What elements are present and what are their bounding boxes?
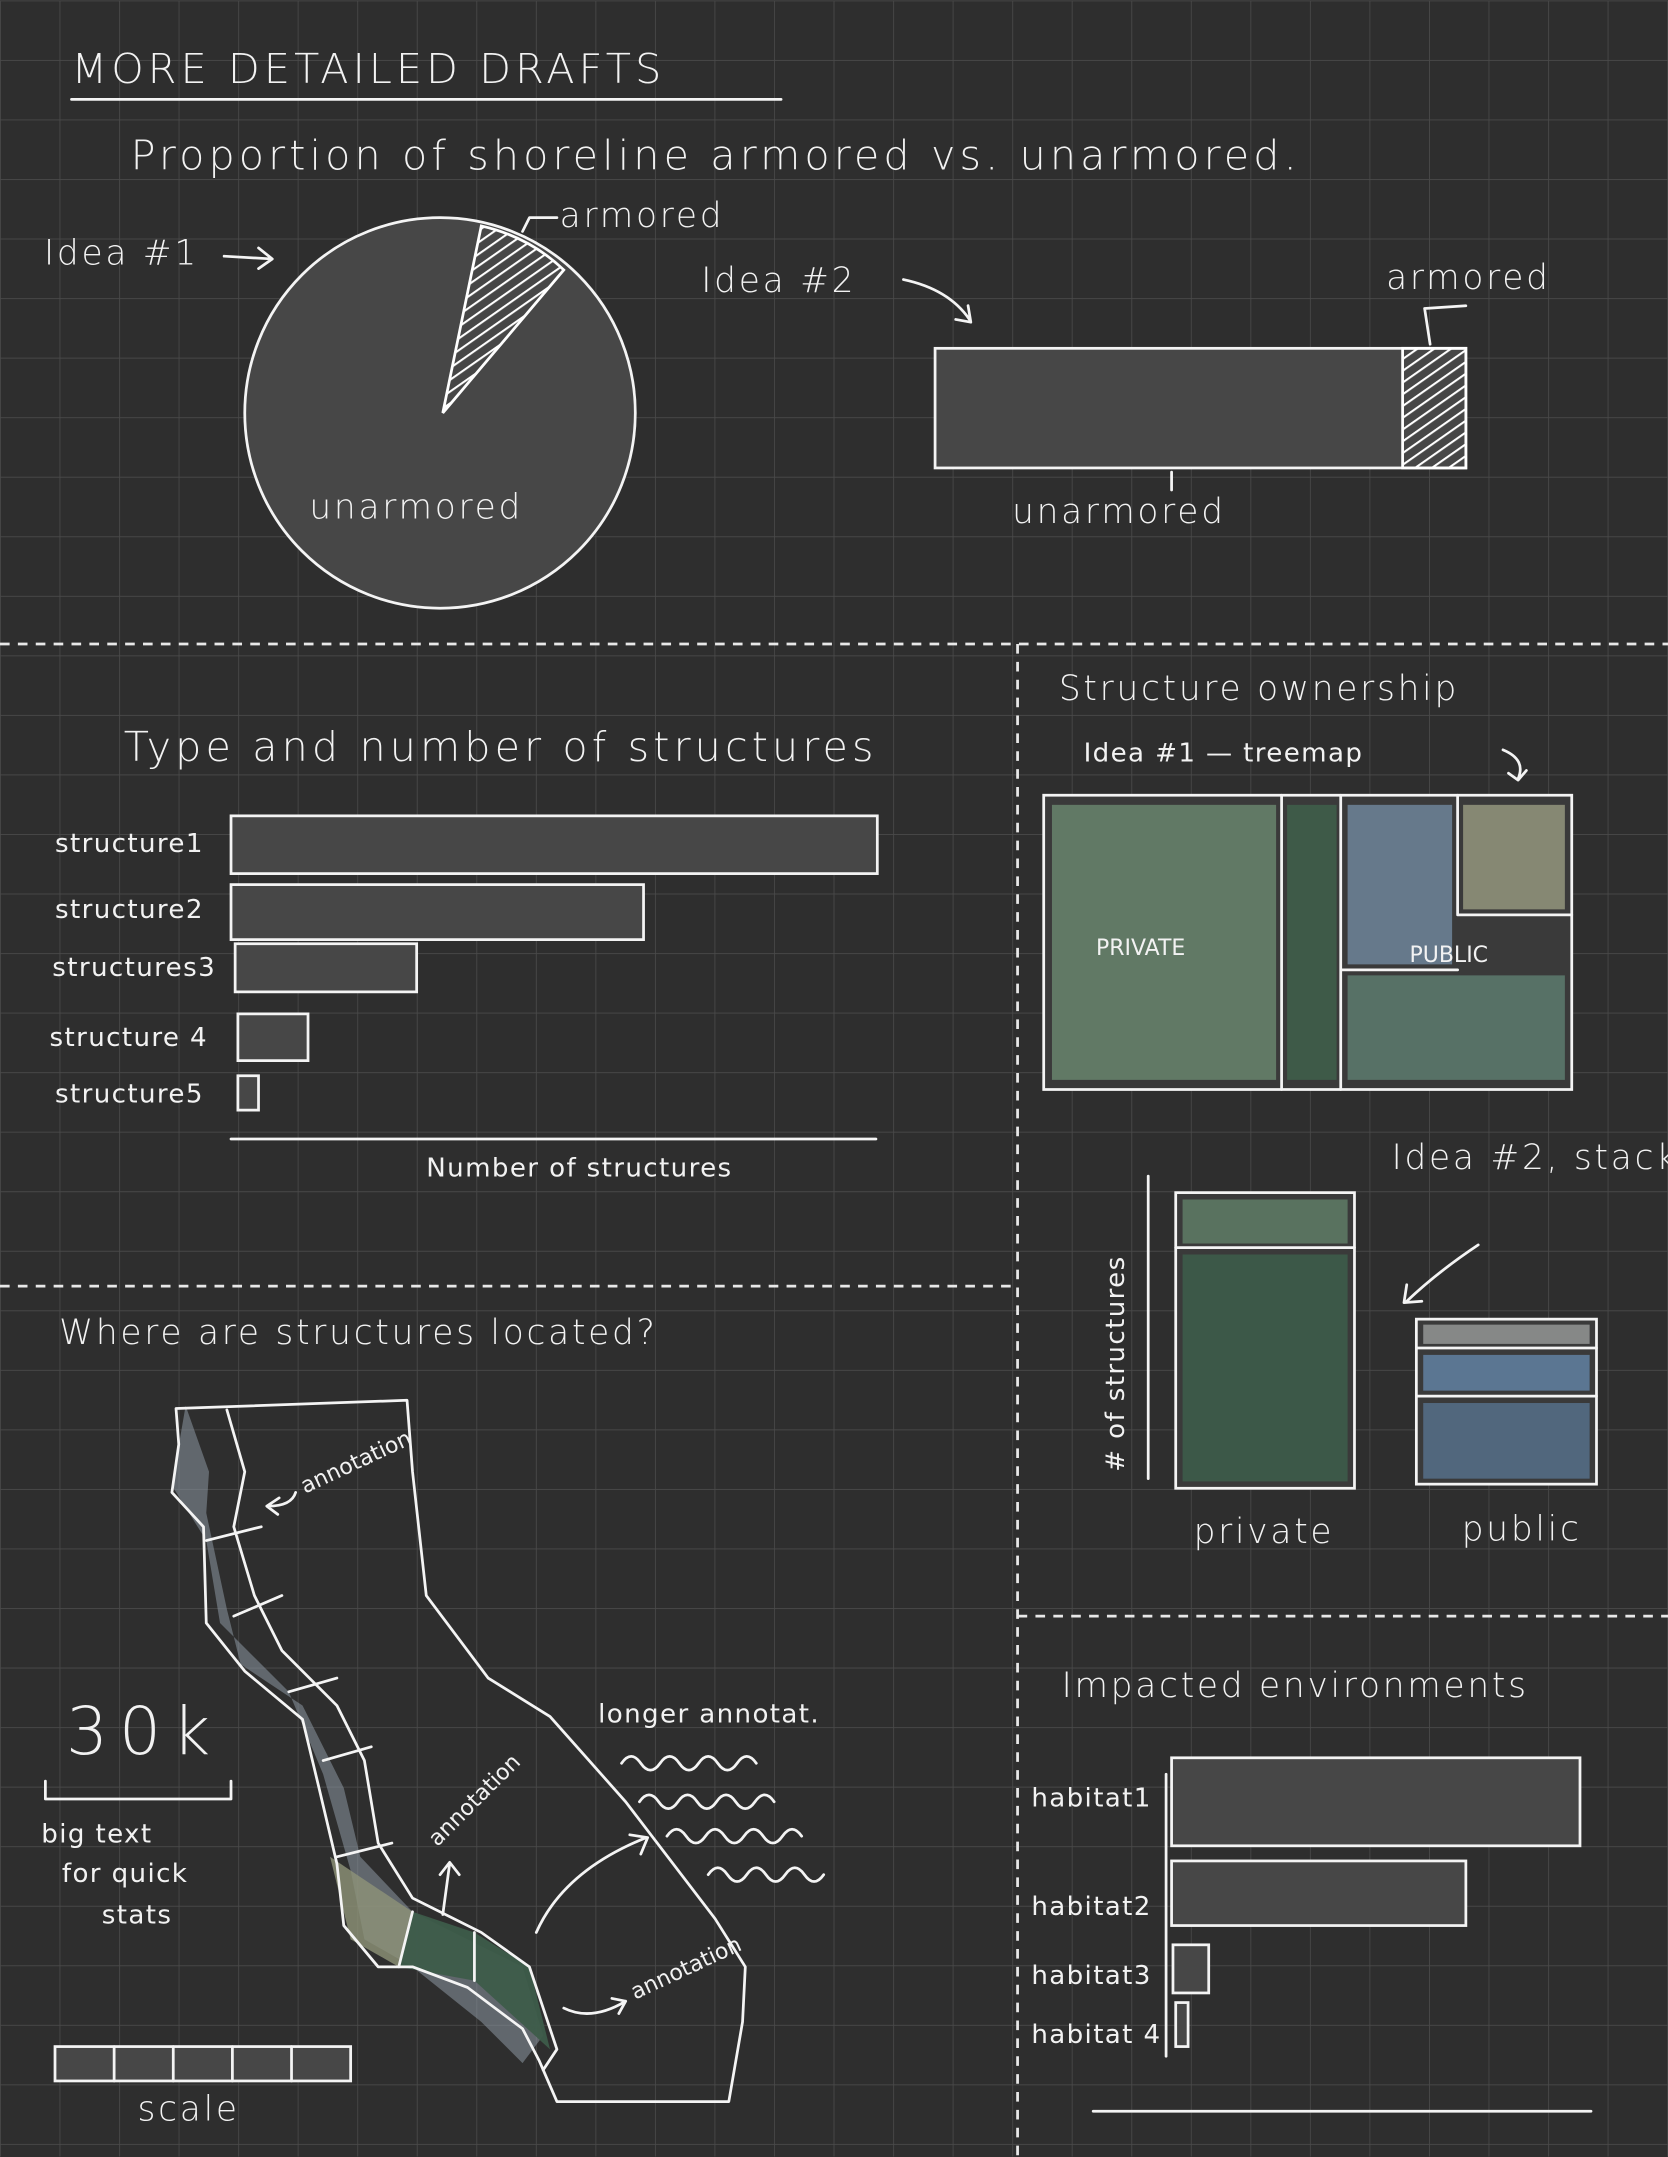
segment-label: unarmored: [1012, 492, 1226, 532]
pie: [243, 216, 637, 610]
stat-bracket: [44, 1779, 233, 1801]
region-divider: [204, 1525, 476, 1982]
arrow: [562, 1997, 628, 2015]
arrow: [1501, 748, 1528, 782]
leader-line: [1423, 304, 1468, 346]
group-label: PRIVATE: [1096, 936, 1185, 961]
idea-label: Idea #1 — treemap: [1084, 738, 1364, 768]
segment: [1182, 1199, 1348, 1244]
arrow: [1402, 1243, 1480, 1305]
page-title: MORE DETAILED DRAFTS: [72, 45, 666, 93]
big-stat: 30k: [66, 1693, 221, 1770]
pie-armored-slice: [441, 224, 566, 414]
axis-label: # of structures: [1101, 1255, 1131, 1471]
category-label: structures3: [52, 953, 216, 983]
scale-label: scale: [138, 2090, 240, 2130]
coast-inner-line: [225, 1408, 559, 2072]
slice-label: armored: [560, 196, 725, 236]
idea-label: Idea #2, stacked bar: [1392, 1138, 1668, 1178]
axis-label: Number of structures: [426, 1154, 732, 1184]
bar: [1170, 1756, 1582, 1848]
segment-divider: [1414, 1346, 1598, 1398]
section-title: Structure ownership: [1059, 669, 1459, 709]
category-label: habitat3: [1031, 1961, 1151, 1991]
bar: [1170, 1859, 1468, 1927]
arrow: [534, 1833, 650, 1934]
category-label: habitat1: [1031, 1784, 1151, 1814]
bar: [233, 942, 419, 994]
treemap-divider: [1280, 793, 1574, 1091]
category-label: structure5: [55, 1080, 204, 1110]
treemap-cell: [1051, 804, 1277, 1080]
state-outline: [170, 1398, 747, 2103]
section-title: Impacted environments: [1062, 1666, 1529, 1706]
category-label: structure2: [55, 895, 204, 925]
category-label: habitat2: [1031, 1892, 1151, 1922]
coast-shading: [474, 1932, 551, 2050]
leader-line: [521, 216, 559, 233]
arrow: [902, 278, 973, 324]
bar-armored: [1401, 346, 1468, 470]
segment: [1182, 1254, 1348, 1482]
treemap-cell: [1347, 804, 1453, 965]
arrow: [265, 1491, 298, 1516]
section-title: Proportion of shoreline armored vs. unar…: [131, 132, 1301, 180]
section-title: Where are structures located?: [59, 1313, 657, 1353]
treemap-cell: [1287, 804, 1337, 1080]
annotation: longer annotat.: [598, 1700, 820, 1730]
bar: [229, 814, 879, 875]
bar: [236, 1012, 310, 1062]
category-label: structure 4: [50, 1023, 209, 1053]
placeholder-text: [620, 1755, 826, 1883]
arrow: [222, 246, 274, 270]
scale-bar: [53, 2045, 353, 2083]
stat-note: for quick: [62, 1859, 188, 1889]
slice-label: unarmored: [309, 488, 523, 528]
treemap-cell: [1347, 975, 1565, 1080]
bar: [1171, 1943, 1211, 1995]
segment-label: armored: [1386, 258, 1551, 298]
section-title: Type and number of structures: [124, 723, 878, 771]
group-label: PUBLIC: [1409, 943, 1488, 968]
category-label: structure1: [55, 829, 204, 859]
category-label: private: [1194, 1512, 1335, 1552]
segment: [1423, 1403, 1590, 1479]
bar: [1174, 2001, 1190, 2048]
arrow: [438, 1860, 461, 1916]
category-label: public: [1462, 1509, 1582, 1549]
stat-note: stats: [102, 1900, 173, 1930]
idea-label: Idea #1: [44, 233, 199, 273]
scale-divider: [112, 2045, 293, 2083]
coast-shading: [398, 1911, 475, 1981]
stat-note: big text: [41, 1819, 152, 1849]
segment: [1423, 1354, 1590, 1391]
idea-label: Idea #2: [701, 261, 856, 301]
treemap-cell: [1463, 804, 1565, 910]
bar: [229, 883, 645, 941]
bar-unarmored: [933, 346, 1468, 470]
coast-shading: [330, 1856, 413, 1967]
category-label: habitat 4: [1031, 2020, 1161, 2050]
segment: [1423, 1324, 1590, 1344]
bar: [236, 1074, 260, 1112]
